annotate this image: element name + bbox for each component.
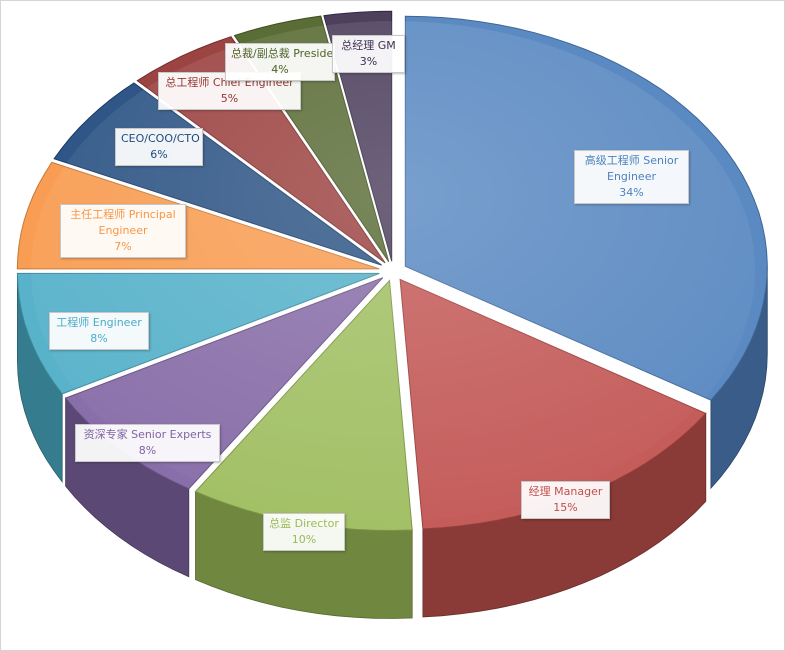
- data-label-percent: 4%: [271, 63, 289, 76]
- data-label-name: 资深专家 Senior Experts: [83, 428, 212, 441]
- data-label-manager: 经理 Manager 15%: [521, 481, 610, 519]
- data-label-percent: 34%: [619, 186, 644, 199]
- data-label-senior-experts: 资深专家 Senior Experts 8%: [75, 424, 220, 462]
- data-label-name: 总经理 GM: [341, 39, 396, 52]
- data-label-engineer: 工程师 Engineer 8%: [49, 312, 149, 350]
- data-label-name: 总裁/副总裁 President: [231, 47, 335, 60]
- data-label-percent: 8%: [138, 444, 157, 457]
- data-label-name: CEO/COO/CTO: [121, 132, 200, 145]
- pie-sheen: [31, 21, 755, 521]
- data-label-name: 高级工程师 Senior Engineer: [584, 154, 679, 183]
- data-label-principal-engineer: 主任工程师 Principal Engineer 7%: [60, 204, 186, 258]
- data-label-percent: 10%: [291, 533, 317, 546]
- data-label-percent: 5%: [220, 92, 239, 105]
- data-label-percent: 15%: [553, 501, 578, 514]
- data-label-percent: 8%: [90, 332, 108, 345]
- data-label-percent: 6%: [150, 148, 168, 161]
- data-label-name: 经理 Manager: [528, 485, 603, 498]
- data-label-president: 总裁/副总裁 President 4%: [225, 43, 335, 81]
- data-label-percent: 7%: [114, 240, 132, 253]
- data-label-name: 总监 Director: [269, 517, 339, 530]
- data-label-name: 工程师 Engineer: [56, 316, 142, 329]
- data-label-senior-engineer: 高级工程师 Senior Engineer 34%: [574, 150, 689, 204]
- data-label-director: 总监 Director 10%: [263, 513, 345, 551]
- data-label-gm: 总经理 GM 3%: [332, 35, 405, 73]
- data-label-percent: 3%: [359, 55, 378, 68]
- data-label-name: 主任工程师 Principal Engineer: [70, 208, 176, 237]
- data-label-ceo-coo-cto: CEO/COO/CTO 6%: [115, 128, 203, 166]
